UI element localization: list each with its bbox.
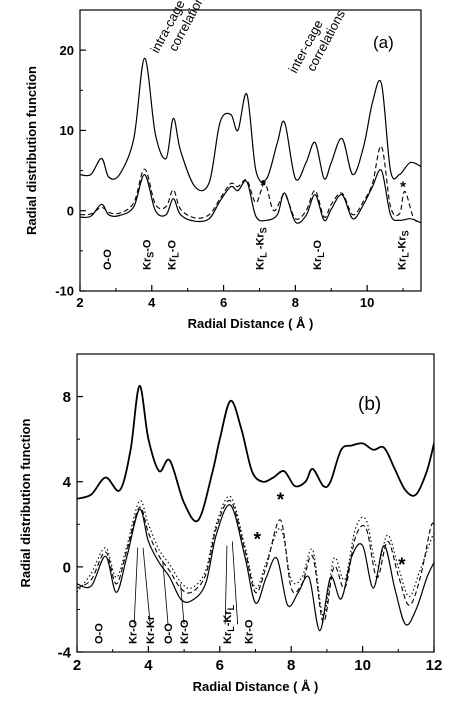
series-line-1 [77, 504, 434, 632]
y-tick-label: 4 [63, 474, 72, 491]
star-marker: * [400, 178, 406, 195]
series-line-1 [80, 169, 421, 224]
x-tick-label: 4 [144, 657, 153, 674]
chart-panel-b: 2 4 6 8 10 12 -4 0 4 8 Radial Distance ( Å ) Radial… [18, 353, 443, 694]
peak-label: Kr-Kr [145, 615, 157, 644]
x-tick-label: 10 [354, 657, 371, 674]
x-tick-label: 4 [148, 295, 156, 310]
x-tick-label: 6 [216, 657, 224, 674]
series-line-2 [80, 145, 421, 222]
x-tick-label: 8 [292, 295, 299, 310]
y-tick-label: 0 [63, 559, 71, 576]
series-line-2 [77, 499, 434, 623]
y-tick-label: 8 [63, 389, 71, 406]
peak-label: KrL-KrL [222, 604, 236, 644]
series-group [80, 57, 421, 224]
peak-label: Kr-O [127, 619, 139, 644]
leader-line [231, 541, 239, 625]
panel-label: (b) [358, 394, 381, 415]
star-marker: * [398, 555, 406, 576]
peak-label: Kr-O [243, 619, 255, 644]
leader-line [180, 583, 185, 625]
x-tick-label: 2 [73, 657, 81, 674]
star-marker: * [254, 530, 262, 551]
series-line-3 [77, 495, 434, 617]
peak-label: O-O [163, 623, 175, 644]
peak-label: KrL-O [167, 240, 181, 270]
star-marker: * [277, 490, 285, 511]
series-line-0 [80, 57, 421, 192]
y-axis-label: Radial distribution function [18, 418, 33, 587]
x-tick-label: 12 [426, 657, 443, 674]
y-tick-label: 10 [60, 123, 74, 138]
y-axis-label: Radial distribution function [24, 66, 39, 235]
peak-label: O-O [93, 623, 105, 644]
x-tick-label: 10 [360, 295, 374, 310]
plot-frame [79, 9, 422, 292]
y-tick-label: -4 [58, 644, 72, 661]
x-axis-label: Radial Distance ( Å ) [188, 316, 314, 331]
peak-label: KrS-O [141, 239, 155, 270]
star-marker: * [260, 177, 266, 194]
peak-label: KrL-KrS [396, 230, 410, 270]
leader-line [133, 547, 139, 625]
x-tick-label: 2 [76, 295, 83, 310]
panel-label: (a) [373, 33, 394, 52]
series-line-0 [77, 384, 434, 523]
y-tick-label: 20 [60, 43, 74, 58]
y-tick-label: 0 [67, 203, 74, 218]
y-tick-label: -10 [55, 284, 74, 299]
series-group [77, 384, 434, 632]
x-axis-label: Radial Distance ( Å ) [193, 679, 319, 694]
peak-label: O-O [102, 249, 114, 270]
x-tick-label: 6 [220, 295, 227, 310]
x-tick-label: 8 [287, 657, 295, 674]
peak-label: KrL -KrS [254, 227, 268, 270]
leader-line [224, 545, 228, 625]
peak-label: KrL-O [312, 240, 326, 270]
leader-line [142, 547, 151, 625]
peak-label: Kr-O [179, 619, 191, 644]
leader-line [162, 560, 169, 625]
chart-panel-a: 2 4 6 8 10 -10 0 10 20 Radial Distance ( Å ) Radia… [24, 0, 422, 331]
